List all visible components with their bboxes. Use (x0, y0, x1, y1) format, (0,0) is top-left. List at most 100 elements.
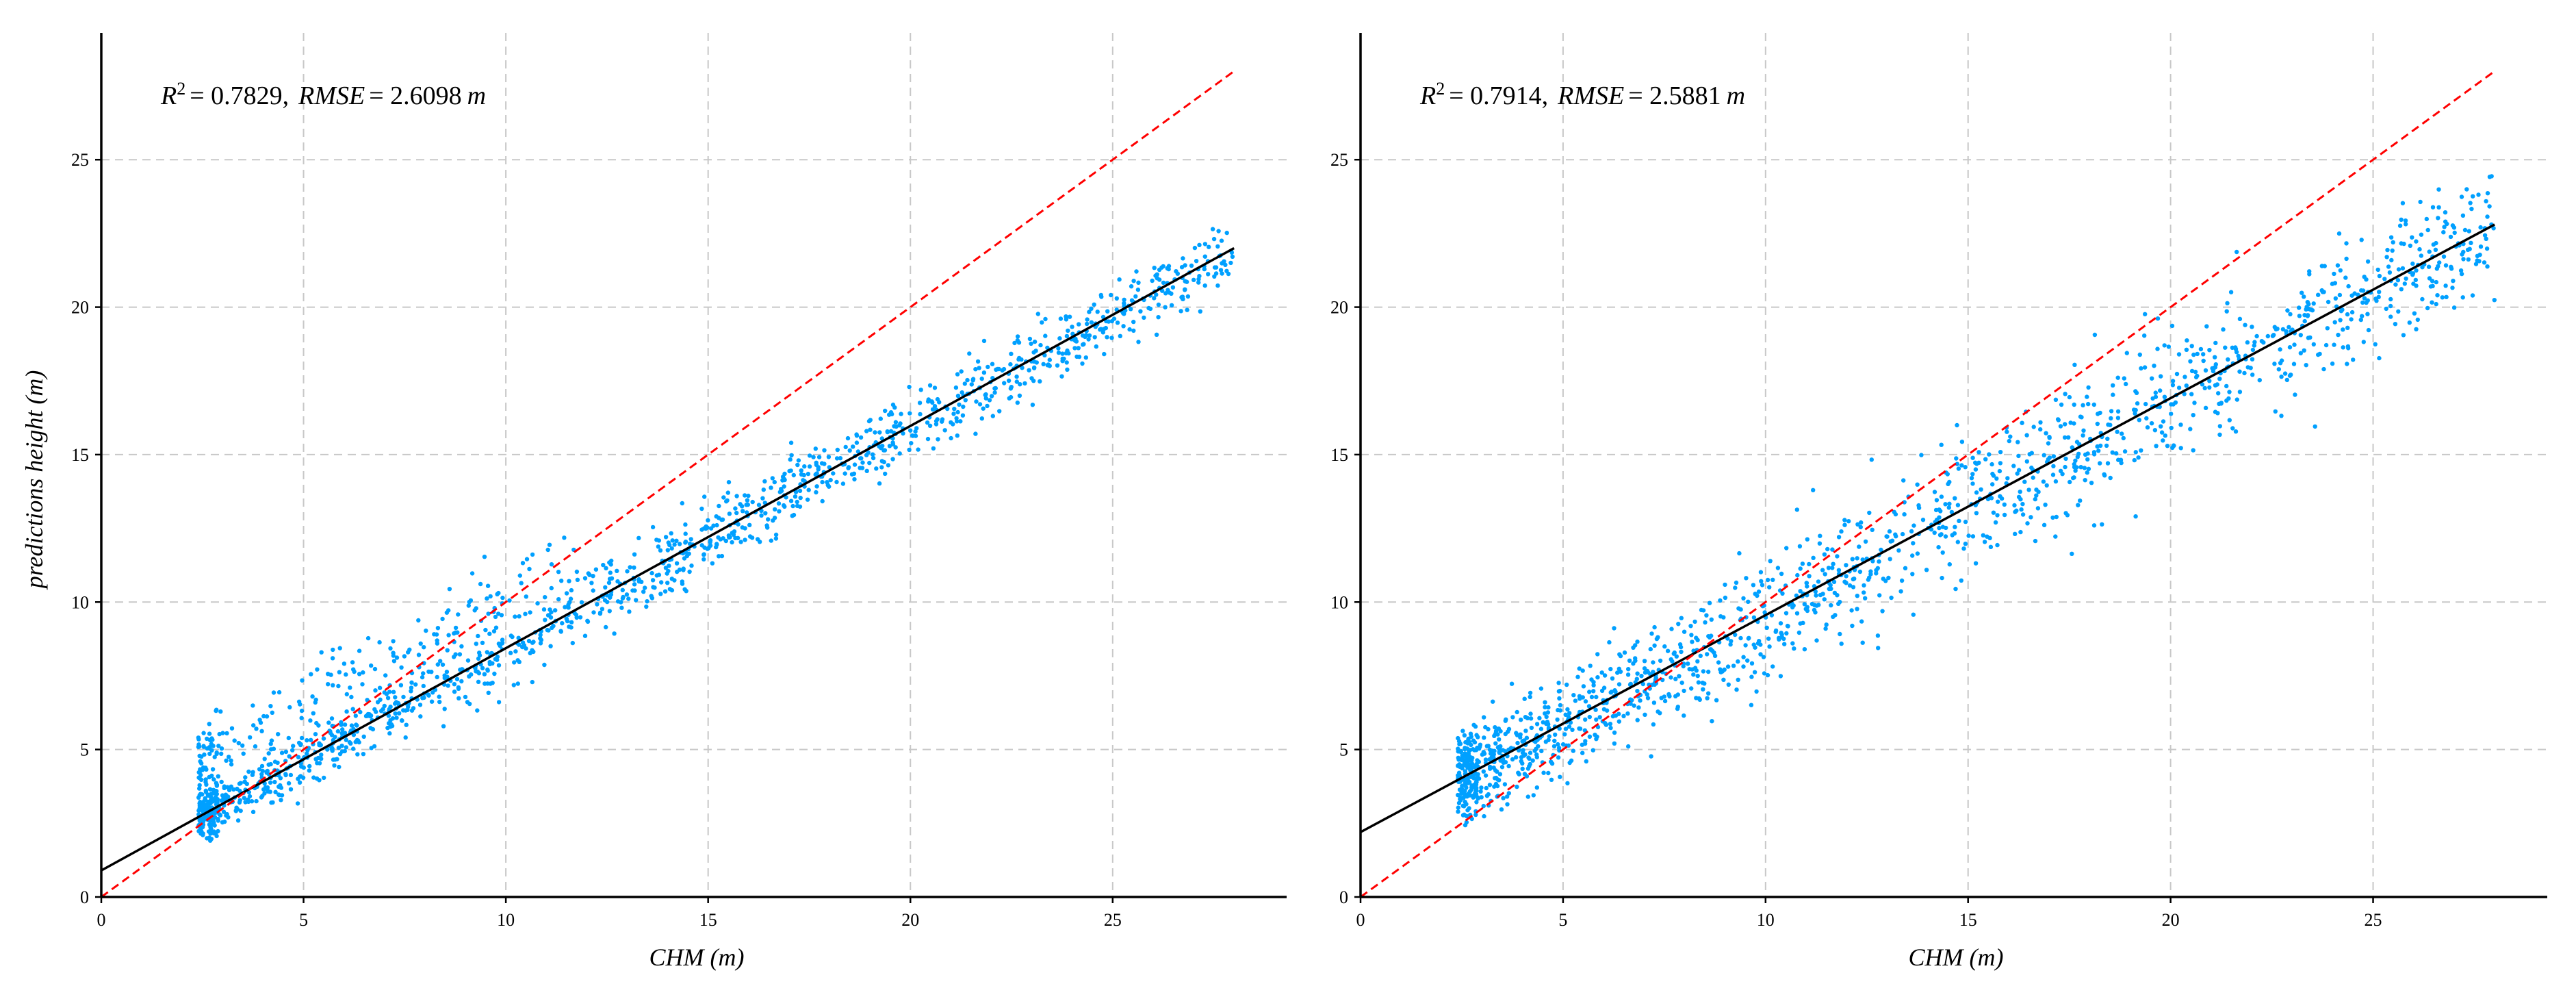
left-point (855, 449, 861, 454)
right-point (1769, 613, 1775, 618)
left-point (888, 410, 894, 415)
left-point (435, 638, 439, 643)
right-point (2176, 352, 2182, 357)
left-point (997, 409, 1002, 414)
left-point (275, 760, 280, 766)
left-point (603, 585, 608, 590)
left-point (214, 751, 219, 757)
left-point (743, 493, 747, 498)
right-point (2449, 266, 2454, 271)
right-point (1694, 696, 1699, 700)
left-point (198, 759, 203, 764)
right-point (1875, 633, 1881, 638)
left-point (344, 709, 349, 714)
right-point (2176, 385, 2182, 390)
left-point (983, 392, 988, 397)
right-point (1744, 576, 1749, 581)
right-point (1830, 566, 1835, 570)
right-point (1911, 523, 1916, 528)
right-point (2070, 551, 2074, 556)
left-point (1060, 351, 1065, 356)
right-point (1698, 653, 1703, 658)
right-point (2242, 370, 2247, 376)
left-point (582, 633, 588, 638)
right-point (1798, 589, 1803, 594)
right-point (2420, 265, 2425, 270)
right-point (1938, 509, 1943, 514)
right-point (1474, 800, 1479, 805)
right-point (1463, 779, 1468, 783)
right-point (2050, 472, 2056, 477)
left-point (485, 668, 490, 673)
right-point (1989, 462, 1994, 467)
right-point (2203, 405, 2208, 410)
right-point (1506, 747, 1511, 753)
left-point (1223, 262, 1228, 267)
right-point (1751, 583, 1756, 587)
left-point (766, 517, 771, 522)
right-point (1501, 796, 1506, 800)
right-x-tick-label-25: 25 (2365, 910, 2382, 930)
left-point (361, 670, 365, 675)
left-point (210, 822, 215, 827)
right-point (2091, 402, 2096, 407)
left-point (1098, 327, 1103, 332)
right-point (1758, 652, 1763, 657)
right-point (2393, 322, 2398, 327)
left-point (259, 729, 264, 734)
right-point (1495, 732, 1500, 737)
left-point (699, 506, 704, 511)
right-point (2053, 479, 2059, 484)
right-point (1703, 620, 1708, 625)
right-point (1662, 644, 1667, 649)
left-point (680, 581, 685, 586)
right-point (1462, 733, 1467, 738)
left-point (463, 694, 468, 700)
right-point (1842, 518, 1847, 522)
right-point (1654, 636, 1660, 642)
left-point (330, 656, 335, 661)
right-point (1812, 603, 1817, 607)
right-point (2188, 359, 2193, 364)
left-point (459, 679, 464, 684)
right-point (1594, 717, 1599, 722)
right-point (2419, 253, 2423, 258)
right-point (1755, 593, 1760, 598)
left-point (490, 681, 495, 685)
left-point (480, 666, 485, 670)
right-point (1483, 757, 1489, 762)
left-point (1080, 361, 1085, 366)
right-point (1608, 666, 1613, 672)
right-point (1877, 593, 1882, 598)
left-point (669, 577, 674, 581)
left-point (526, 638, 532, 644)
right-point (2293, 392, 2297, 397)
left-point (259, 763, 265, 769)
right-point (1675, 692, 1680, 697)
right-point (1489, 755, 1494, 760)
right-point (2170, 383, 2176, 388)
right-point (1990, 471, 1995, 477)
right-point (1790, 605, 1795, 610)
right-point (1831, 614, 1836, 619)
left-point (570, 640, 575, 646)
right-point (1463, 746, 1467, 750)
left-point (609, 558, 614, 564)
right-point (2234, 350, 2239, 355)
left-point (337, 764, 342, 770)
right-point (2485, 264, 2490, 269)
left-point (669, 546, 674, 551)
right-point (2062, 435, 2068, 440)
right-point (2133, 514, 2138, 519)
right-point (2223, 345, 2228, 350)
left-point (1064, 360, 1069, 365)
left-point (632, 552, 637, 557)
right-grid (1361, 33, 2547, 897)
left-x-tick-label-5: 5 (299, 910, 308, 930)
right-point (1844, 581, 1849, 585)
left-point (893, 445, 898, 450)
right-point (1794, 611, 1800, 616)
right-point (2217, 377, 2222, 381)
right-point (2302, 348, 2306, 353)
right-point (1675, 705, 1680, 709)
